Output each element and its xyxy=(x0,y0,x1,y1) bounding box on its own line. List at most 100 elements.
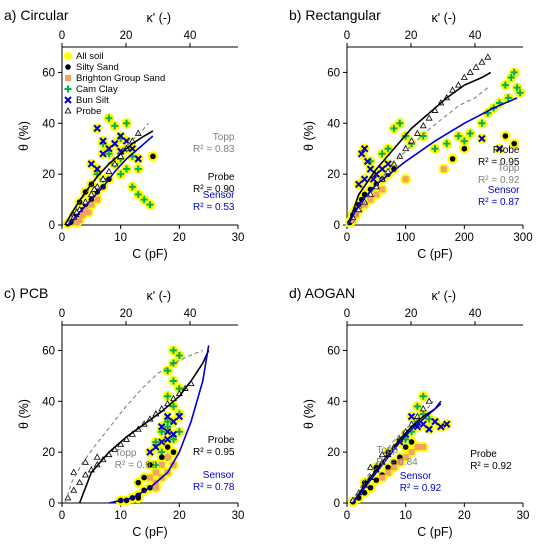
data-point-silty-sand xyxy=(147,462,153,468)
data-point-bun-silt xyxy=(443,420,451,428)
legend-label: Bun Silt xyxy=(76,95,109,106)
y-tick-label: 20 xyxy=(42,169,55,181)
panel-2: b) Rectangular 0 100 200 300 0 20 40 0 20 40 60 C (p… xyxy=(289,7,533,261)
annotation-label: Topp xyxy=(213,132,235,143)
data-point-probe xyxy=(81,471,89,478)
x2-tick-label: 40 xyxy=(469,308,482,320)
data-point-brighton-sand xyxy=(390,464,397,471)
data-point-cam-clay xyxy=(175,428,183,436)
data-point-cam-clay xyxy=(454,132,462,140)
y-tick-label: 0 xyxy=(334,498,340,510)
data-point-brighton-sand xyxy=(367,196,374,203)
annotation-label: Topp xyxy=(498,163,520,174)
x2-tick-label: 40 xyxy=(184,308,197,320)
data-point-bun-silt xyxy=(158,438,166,446)
data-point-bun-silt xyxy=(407,412,416,421)
y-axis-label: θ (%) xyxy=(17,121,31,151)
data-point-brighton-sand xyxy=(170,461,177,468)
data-point-brighton-sand xyxy=(65,75,71,81)
data-point-probe xyxy=(76,478,84,486)
data-point-bun-silt xyxy=(175,412,184,421)
x-axis-label: C (pF) xyxy=(132,525,167,539)
data-point-bun-silt xyxy=(355,180,363,189)
data-point-silty-sand xyxy=(408,439,415,445)
x2-axis-label: κ' (-) xyxy=(146,11,171,25)
panel-title: c) PCB xyxy=(4,285,48,301)
data-point-bun-silt xyxy=(64,96,72,104)
annotation-r2: R² = 0.53 xyxy=(193,202,235,213)
data-point-probe xyxy=(93,183,101,190)
x2-axis-label: κ' (-) xyxy=(431,11,456,25)
data-point-probe xyxy=(111,160,119,167)
data-point-silty-sand xyxy=(170,449,177,455)
data-point-probe xyxy=(87,190,95,197)
x2-tick-label: 40 xyxy=(184,30,197,42)
data-point-brighton-sand xyxy=(94,196,101,203)
fit-curve-probe xyxy=(64,130,154,226)
data-point-bun-silt xyxy=(111,139,119,148)
data-point-bun-silt xyxy=(163,412,172,421)
data-point-cam-clay xyxy=(123,165,131,173)
data-point-silty-sand xyxy=(367,186,374,193)
data-point-brighton-sand xyxy=(379,474,386,481)
annotation-label: Sensor xyxy=(488,185,520,196)
data-point-probe xyxy=(378,450,386,458)
data-point-bun-silt xyxy=(128,145,137,153)
data-point-bun-silt xyxy=(357,150,366,158)
data-point-cam-clay xyxy=(504,94,512,102)
annotation-r2: R² = 0.95 xyxy=(193,447,235,458)
data-point-bun-silt xyxy=(437,423,445,431)
y-tick-label: 0 xyxy=(334,220,340,232)
data-point-cam-clay xyxy=(460,137,468,145)
data-point-cam-clay xyxy=(501,81,509,89)
data-point-cam-clay xyxy=(402,435,410,443)
data-point-probe xyxy=(449,86,457,93)
data-point-cam-clay xyxy=(169,346,177,354)
y-tick-label: 40 xyxy=(327,396,340,408)
data-point-probe xyxy=(454,81,462,88)
data-point-probe xyxy=(93,453,101,460)
data-point-cam-clay xyxy=(425,415,433,423)
annotation-r2: R² = 0.91 xyxy=(115,460,157,471)
data-point-bun-silt xyxy=(163,435,172,444)
data-point-brighton-sand xyxy=(414,444,421,451)
data-point-probe xyxy=(419,122,427,129)
data-point-probe xyxy=(472,63,480,70)
data-point-probe xyxy=(478,58,486,65)
data-point-cam-clay xyxy=(513,84,521,92)
data-point-probe xyxy=(105,167,113,174)
fit-curve-topp xyxy=(352,87,489,223)
annotation-r2: R² = 0.83 xyxy=(193,144,235,155)
data-point-probe xyxy=(81,458,89,465)
data-point-cam-clay xyxy=(419,392,427,400)
data-point-probe xyxy=(81,198,89,205)
annotation-r2: R² = 0.92 xyxy=(470,461,512,472)
data-point-cam-clay xyxy=(152,438,160,446)
data-point-cam-clay xyxy=(123,119,131,127)
data-point-cam-clay xyxy=(390,124,398,132)
y-tick-label: 0 xyxy=(49,220,55,232)
data-point-bun-silt xyxy=(87,160,96,168)
data-point-probe xyxy=(99,175,107,182)
data-point-bun-silt xyxy=(105,145,113,153)
x-tick-label: 20 xyxy=(173,510,186,522)
data-point-bun-silt xyxy=(384,160,392,168)
x-axis-label: C (pF) xyxy=(417,247,452,261)
data-point-cam-clay xyxy=(466,129,474,137)
data-point-cam-clay xyxy=(134,190,142,198)
fit-curve-sensor xyxy=(67,135,154,226)
data-point-silty-sand xyxy=(385,464,391,471)
x2-tick-label: 20 xyxy=(120,30,133,42)
data-point-bun-silt xyxy=(116,132,125,140)
data-point-cam-clay xyxy=(128,183,136,191)
x-tick-label: 0 xyxy=(59,510,65,522)
annotation-label: Probe xyxy=(470,449,497,460)
y-tick-label: 60 xyxy=(327,345,340,357)
legend-label: Brighton Group Sand xyxy=(76,73,165,84)
data-point-cam-clay xyxy=(146,201,154,209)
data-point-bun-silt xyxy=(146,448,154,456)
data-point-bun-silt xyxy=(169,430,178,439)
data-point-cam-clay xyxy=(419,132,427,140)
x-tick-label: 10 xyxy=(114,232,127,244)
data-point-brighton-sand xyxy=(85,209,92,216)
